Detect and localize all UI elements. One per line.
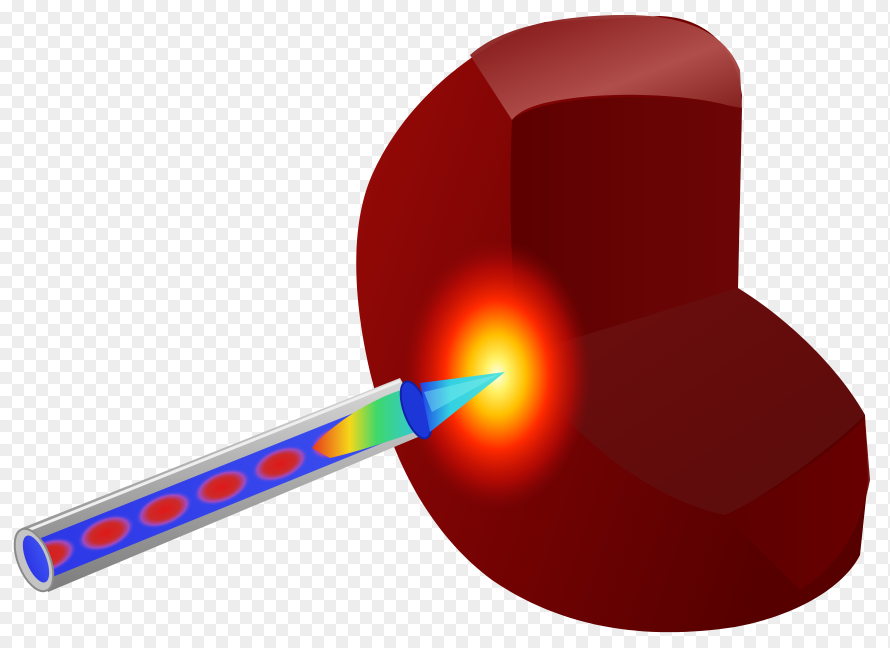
probe-cone — [420, 372, 505, 432]
waveguide-open-end-inner — [22, 535, 50, 583]
field-lobe — [251, 445, 309, 483]
waveguide-highlight — [25, 379, 401, 533]
domain-inner-horizontal-face — [520, 288, 865, 515]
waveguide-taper — [312, 388, 420, 458]
simulation-domain — [356, 14, 870, 633]
waveguide — [13, 372, 505, 593]
domain-top-face — [470, 14, 742, 121]
field-lobe — [77, 514, 135, 552]
domain-right-face — [725, 418, 870, 590]
probe-cone-highlight — [424, 374, 500, 412]
field-lobe — [193, 468, 251, 506]
field-lobe — [135, 491, 193, 529]
